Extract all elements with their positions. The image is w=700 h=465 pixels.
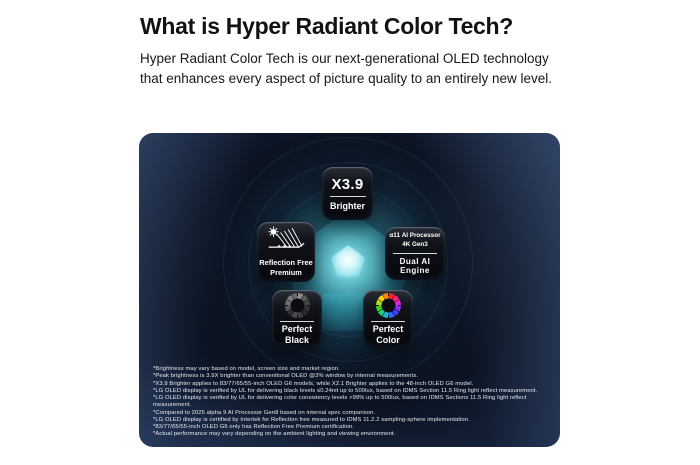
badge-perfect-color: Perfect Color xyxy=(363,290,413,348)
color-wheel-icon xyxy=(375,293,401,319)
badge-divider xyxy=(280,321,314,323)
disclaimer-footnotes: *Brightness may vary based on model, scr… xyxy=(153,366,553,439)
glow-ring-outer xyxy=(223,137,473,387)
badge-divider xyxy=(393,252,437,254)
hero-infographic: X3.9 Brighter α11 AI Processor 4K Gen3 D… xyxy=(139,133,560,447)
badge-perfect-black: Perfect Black xyxy=(272,290,322,348)
section-subtitle: Hyper Radiant Color Tech is our next-gen… xyxy=(140,49,562,90)
perfect-color-line-2: Color xyxy=(376,334,400,345)
footnote-line: *LG OLED display is verified by UL for d… xyxy=(153,387,538,394)
footnote-line: *Compared to 2025 alpha 9 AI Processor G… xyxy=(153,409,376,416)
perfect-black-line-1: Perfect xyxy=(281,324,313,335)
section-header: What is Hyper Radiant Color Tech? Hyper … xyxy=(140,0,562,90)
badge-brighter: X3.9 Brighter xyxy=(322,167,373,220)
brighter-value: X3.9 xyxy=(331,176,364,193)
processor-name-line-1: α11 AI Processor xyxy=(389,232,441,239)
footnote-line: *LG OLED display is certified by Interte… xyxy=(153,416,470,423)
footnote-line: *LG OLED display is verified by UL for d… xyxy=(153,395,527,409)
reflection-free-line-1: Reflection Free xyxy=(259,258,313,268)
footnote-line: *83/77/65/55-inch OLED G6 only has Refle… xyxy=(153,424,354,430)
footnote-line: *X3.9 Brighter applies to 83/77/65/55-in… xyxy=(153,380,474,387)
brighter-label: Brighter xyxy=(329,201,365,211)
footnote-line: *Brightness may vary based on model, scr… xyxy=(153,366,340,372)
footnote-line: *Actual performance may vary depending o… xyxy=(153,431,396,438)
sun-no-reflection-icon xyxy=(266,226,306,256)
badge-ai-processor: α11 AI Processor 4K Gen3 Dual AI Engine xyxy=(385,227,445,280)
perfect-color-line-1: Perfect xyxy=(372,324,404,335)
page-title: What is Hyper Radiant Color Tech? xyxy=(140,13,514,39)
badge-divider xyxy=(371,321,405,323)
reflection-free-line-2: Premium xyxy=(270,268,302,277)
footnote-line: *Peak brightness is 3.9X brighter than c… xyxy=(153,373,418,380)
dual-ai-engine-label: Dual AI Engine xyxy=(399,257,431,275)
perfect-black-line-2: Black xyxy=(284,334,310,345)
grayscale-color-wheel-icon xyxy=(284,293,310,319)
subtitle-line-1: Hyper Radiant Color Tech is our next-gen… xyxy=(140,51,549,66)
subtitle-line-2: that enhances every aspect of picture qu… xyxy=(140,71,552,87)
processor-name-line-2: 4K Gen3 xyxy=(402,240,428,248)
badge-reflection-free: Reflection Free Premium xyxy=(257,222,315,282)
badge-divider xyxy=(329,196,366,197)
